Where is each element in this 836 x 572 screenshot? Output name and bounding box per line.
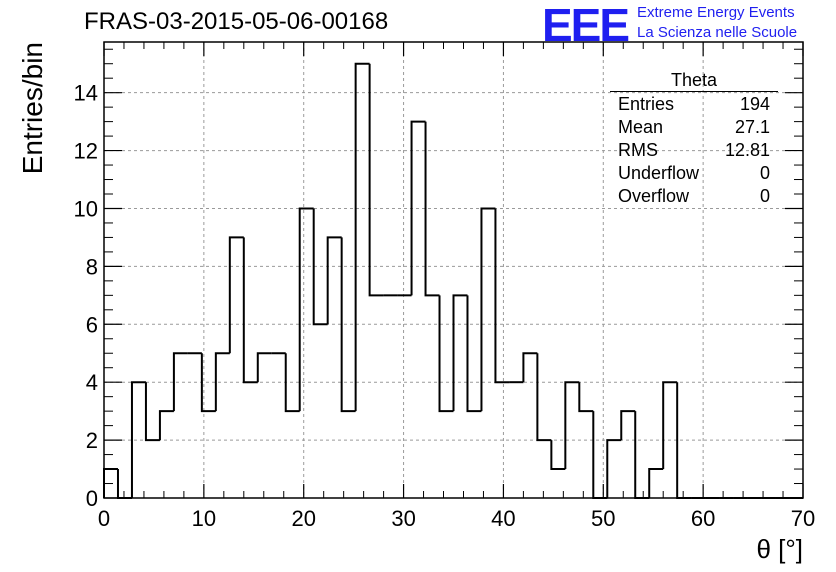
stats-value: 194: [739, 94, 770, 114]
histogram-bin: [662, 381, 678, 470]
logo-line-2: La Scienza nelle Scuole: [637, 24, 798, 41]
histogram-bin: [606, 439, 622, 498]
histogram-bin: [438, 295, 454, 413]
x-tick-label: 10: [192, 506, 216, 531]
stats-label: Entries: [618, 94, 675, 114]
histogram-bin: [578, 382, 594, 413]
histogram-bin: [368, 63, 384, 297]
histogram-bin: [158, 410, 174, 441]
histogram-bin: [200, 353, 216, 413]
histogram-bin: [452, 294, 468, 412]
histogram-bin: [326, 236, 342, 325]
stats-row-overflow: Overflow 0: [610, 185, 778, 208]
histogram-bin: [242, 237, 258, 384]
histogram-bin: [172, 352, 188, 412]
histogram-bin: [550, 440, 566, 471]
histogram-bin: [564, 381, 580, 470]
histogram-bin: [676, 382, 692, 499]
histogram-bin: [620, 410, 636, 441]
x-tick-label: 50: [591, 506, 615, 531]
x-tick-label: 40: [491, 506, 515, 531]
histogram-bin: [284, 353, 300, 413]
stats-row-entries: Entries 194: [610, 93, 778, 116]
histogram-bin: [312, 208, 328, 326]
histogram-bin: [592, 411, 608, 499]
histogram-bin: [424, 121, 440, 297]
stats-label: Overflow: [618, 186, 690, 206]
chart-title: FRAS-03-2015-05-06-00168: [84, 8, 389, 35]
stats-value: 0: [759, 186, 770, 206]
y-tick-label: 12: [74, 139, 98, 164]
histogram-bin: [536, 353, 552, 442]
y-tick-label: 6: [86, 312, 98, 337]
stats-label: Underflow: [618, 163, 700, 183]
histogram-bin: [648, 468, 664, 498]
y-tick-label: 8: [86, 254, 98, 279]
histogram-bin: [522, 352, 538, 383]
stats-box: Theta Entries 194 Mean 27.1 RMS 12.81 Un…: [610, 70, 778, 208]
logo-text: EEE: [542, 0, 630, 51]
plot-frame: [103, 41, 804, 499]
histogram-bin: [480, 207, 496, 412]
histogram-bin: [340, 237, 356, 413]
stats-label: Mean: [618, 117, 664, 137]
stats-value: 0: [759, 163, 770, 183]
histogram-bin: [214, 352, 230, 412]
x-tick-label: 30: [391, 506, 415, 531]
histogram-bin: [354, 62, 370, 412]
eee-logo: EEE: [542, 0, 630, 51]
y-tick-label: 4: [86, 370, 98, 395]
y-tick-label: 14: [74, 81, 98, 106]
logo-line-1: Extreme Energy Events: [637, 4, 795, 21]
x-tick-label: 70: [791, 506, 815, 531]
y-tick-label: 2: [86, 428, 98, 453]
x-tick-label: 60: [691, 506, 715, 531]
histogram-bin: [466, 295, 482, 413]
x-tick-label: 20: [291, 506, 315, 531]
stats-row-underflow: Underflow 0: [610, 162, 778, 185]
stats-title: Theta: [610, 70, 778, 92]
histogram-bin: [228, 236, 244, 354]
histogram-bin: [116, 469, 132, 499]
stats-row-rms: RMS 12.81: [610, 139, 778, 162]
x-axis-label: θ [°]: [756, 534, 803, 564]
histogram-bin: [130, 381, 146, 498]
x-tick-label: 0: [98, 506, 110, 531]
y-tick-label: 0: [86, 486, 98, 511]
histogram-bin: [256, 352, 272, 383]
y-tick-label: 10: [74, 196, 98, 221]
histogram-bin: [410, 120, 426, 296]
stats-row-mean: Mean 27.1: [610, 116, 778, 139]
histogram-bin: [144, 382, 160, 442]
histogram-bin: [298, 207, 314, 412]
stats-label: RMS: [618, 140, 658, 160]
stats-value: 12.81: [724, 140, 770, 160]
y-axis-label: Entries/bin: [17, 42, 48, 174]
histogram-bin: [494, 208, 510, 384]
histogram-bin: [634, 411, 650, 499]
stats-value: 27.1: [734, 117, 770, 137]
